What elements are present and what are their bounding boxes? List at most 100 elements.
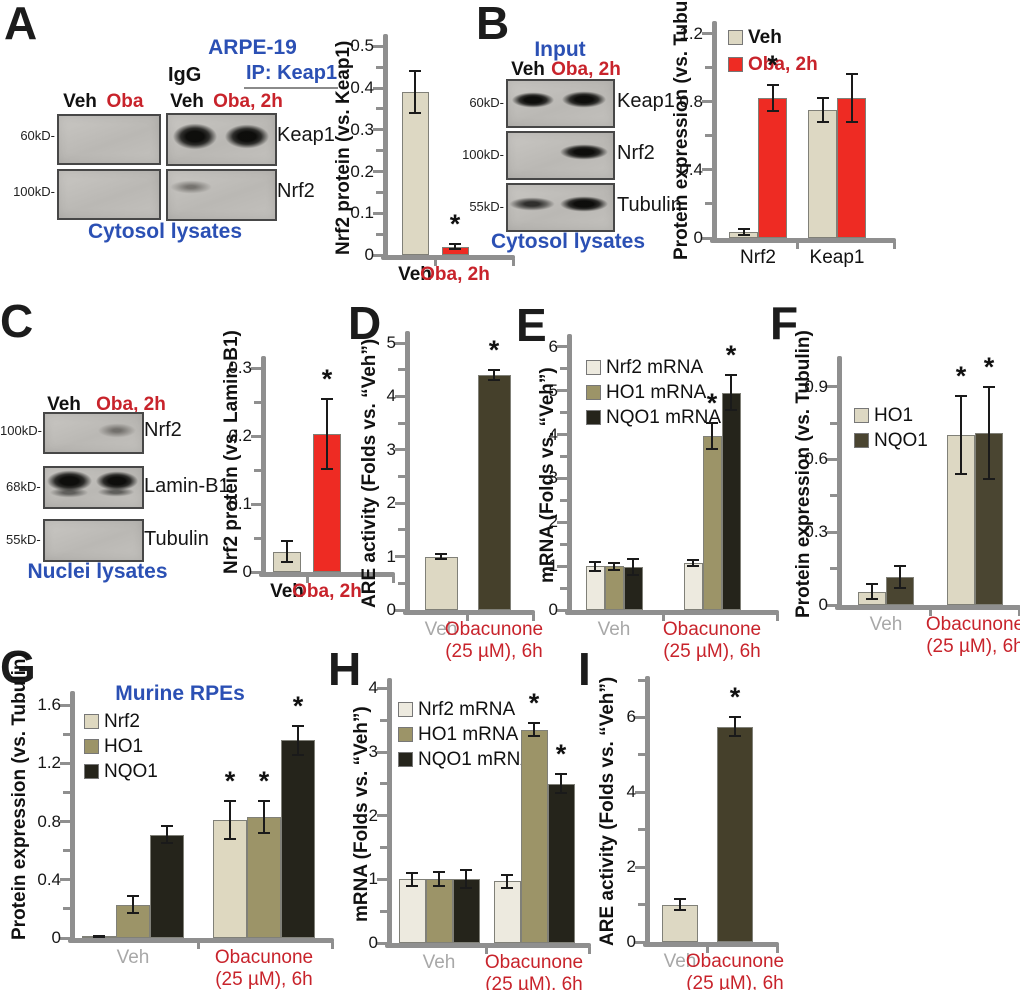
y-tick — [377, 877, 388, 881]
y-tick-label: 4 — [548, 424, 558, 444]
lane-label-veh: Veh — [511, 59, 545, 80]
error-cap-top — [292, 724, 304, 727]
x-tick — [1018, 609, 1020, 616]
error-cap-top — [435, 552, 447, 555]
error-cap-bottom — [729, 735, 741, 738]
error-cap-bottom — [528, 735, 540, 738]
protein-label-nrf2: Nrf2 — [617, 142, 655, 164]
legend-item: HO1 mRNA — [398, 725, 518, 744]
error-cap-bottom — [894, 587, 906, 590]
x-axis — [381, 255, 515, 260]
legend-item: NQO1 — [854, 431, 928, 450]
x-tick — [392, 576, 395, 583]
y-tick — [635, 940, 646, 944]
error-bar — [960, 396, 962, 474]
legend-swatch — [586, 410, 601, 425]
legend-item: Nrf2 mRNA — [398, 700, 515, 719]
y-tick-label: 1 — [386, 546, 396, 566]
y-axis — [387, 678, 392, 947]
bar-D-g0-s0 — [424, 556, 458, 610]
legend-swatch — [398, 727, 413, 742]
error-bar — [742, 229, 745, 235]
error-cap-bottom — [555, 792, 567, 795]
x-tick — [197, 942, 200, 949]
error-cap-top — [161, 824, 173, 827]
y-tick — [398, 368, 406, 372]
y-tick-label: 0.1 — [350, 203, 374, 223]
y-tick-label: 0.8 — [37, 811, 61, 831]
error-cap-top — [955, 395, 967, 398]
error-bar — [692, 559, 694, 567]
y-tick-label: 0.4 — [350, 78, 374, 98]
y-tick — [373, 128, 384, 132]
error-bar — [613, 562, 615, 570]
error-cap-top — [449, 243, 461, 246]
band-tubulin-veh — [508, 197, 556, 211]
legend-swatch — [84, 739, 99, 754]
y-tick — [373, 170, 384, 174]
ip-underline — [244, 87, 338, 89]
error-cap-top — [224, 800, 236, 803]
band-nrf2-oba — [97, 423, 137, 438]
y-axis-title: mRNA (Folds vs. “Veh”) — [351, 706, 372, 922]
error-bar — [229, 801, 231, 840]
y-tick — [377, 814, 388, 818]
y-tick — [376, 232, 384, 236]
y-tick-label: 0.5 — [350, 36, 374, 56]
y-tick-label: 0 — [51, 928, 61, 947]
error-bar — [771, 85, 774, 112]
igg-column-header: IgG — [168, 64, 202, 86]
legend-label: NQO1 mRNA — [606, 407, 722, 428]
panel-b-bar-chart: 0 0.4 0.8 1.2 Protein expression (vs. Tubuli… — [670, 0, 905, 290]
error-cap-top — [627, 558, 639, 561]
error-bar — [988, 386, 990, 479]
y-tick — [377, 941, 388, 945]
significance-star: * — [955, 361, 967, 392]
error-bar — [679, 898, 681, 911]
x-tick — [893, 242, 896, 249]
marker-100kd: 100kD- — [462, 147, 504, 162]
y-tick-label: 0.1 — [228, 494, 252, 514]
y-tick — [638, 753, 646, 757]
y-tick — [395, 448, 406, 452]
error-bar — [734, 717, 736, 737]
y-tick — [60, 936, 71, 940]
error-bar — [411, 872, 413, 886]
legend-swatch — [398, 752, 413, 767]
error-cap-top — [555, 773, 567, 776]
protein-label-keap1: Keap1 — [617, 90, 675, 112]
error-cap-bottom — [127, 912, 139, 915]
y-tick-label: 0 — [368, 933, 378, 952]
x-axis — [385, 943, 591, 948]
error-bar — [326, 398, 328, 470]
marker-55kd: 55kD- — [6, 532, 41, 547]
panel-d-label: D — [348, 297, 382, 349]
error-bar — [711, 422, 713, 449]
lane-label-oba2h: Oba, 2h — [551, 59, 621, 80]
marker-60kd: 60kD- — [469, 95, 504, 110]
bar-E-g0-s1 — [604, 566, 624, 610]
y-tick — [702, 100, 713, 104]
bar-E-g1-s2 — [721, 392, 741, 610]
error-cap-top — [127, 894, 139, 897]
error-cap-bottom — [816, 121, 829, 124]
x-tick — [588, 947, 591, 954]
x-category-label: Veh — [398, 264, 432, 285]
y-tick — [376, 190, 384, 194]
y-tick-label: 0.3 — [350, 119, 374, 139]
error-cap-top — [258, 800, 270, 803]
significance-star: * — [449, 209, 461, 240]
y-axis-title: mRNA (Folds vs. “Veh”) — [537, 367, 558, 584]
y-tick-label: 1 — [368, 869, 378, 889]
y-tick — [251, 502, 262, 506]
error-bar — [560, 774, 562, 794]
legend-label: Veh — [748, 27, 782, 48]
protein-label-tubulin: Tubulin — [617, 194, 682, 216]
error-cap-bottom — [845, 121, 858, 124]
panel-g-label: G — [0, 641, 36, 693]
error-cap-bottom — [93, 935, 105, 938]
x-axis — [403, 610, 535, 615]
error-cap-bottom — [435, 558, 447, 561]
y-tick — [63, 790, 71, 794]
y-tick — [635, 790, 646, 794]
